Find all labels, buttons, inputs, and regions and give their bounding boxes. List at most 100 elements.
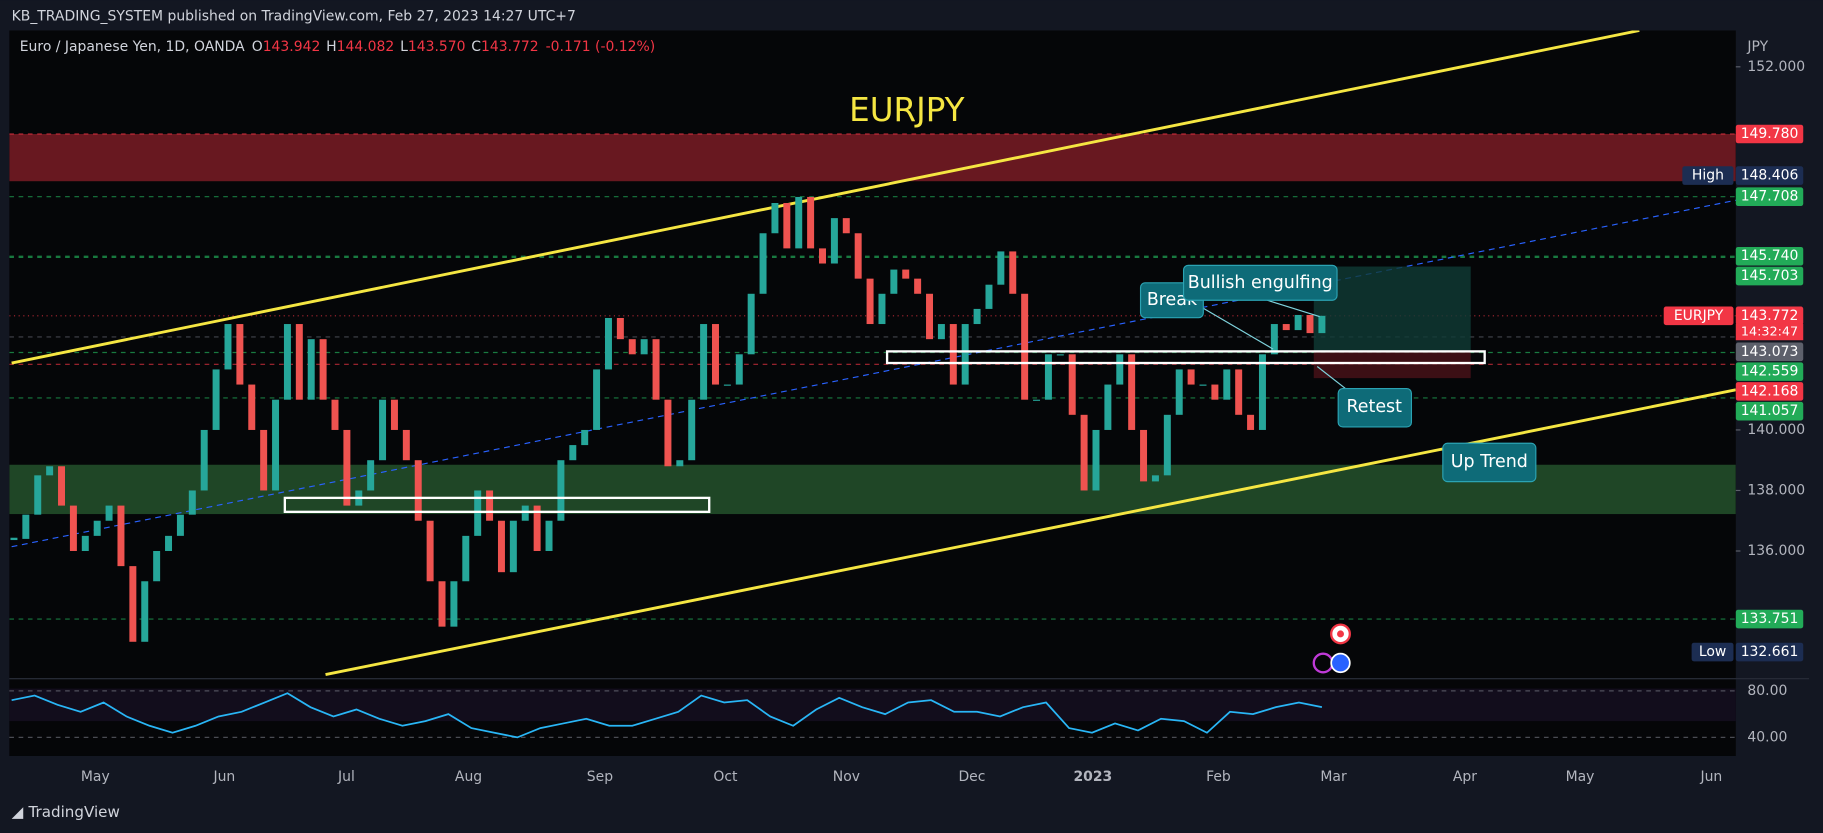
- time-label: Jun: [1699, 769, 1722, 785]
- rsi-line: [11, 692, 1323, 739]
- candle: [1187, 369, 1195, 385]
- candle: [224, 324, 232, 370]
- candle: [700, 324, 708, 400]
- candle: [973, 308, 981, 325]
- channel-mid: [11, 199, 1736, 548]
- event-icon: [1337, 630, 1344, 638]
- candle: [759, 233, 767, 294]
- time-label: Mar: [1320, 769, 1347, 785]
- candle: [1306, 314, 1314, 334]
- event-icon: [1330, 652, 1351, 674]
- candle: [937, 324, 945, 340]
- channel-lower: [325, 388, 1736, 677]
- candle: [283, 324, 291, 400]
- target-box: [1313, 266, 1471, 352]
- candle: [141, 581, 149, 642]
- candle: [593, 369, 601, 430]
- tag-name-box: [1691, 642, 1734, 662]
- price-tag-label: 148.406: [1741, 168, 1799, 184]
- countdown-box: [1735, 323, 1804, 341]
- candle: [902, 269, 910, 279]
- candle: [165, 535, 173, 551]
- candle: [723, 384, 731, 386]
- candle: [272, 399, 280, 491]
- candle: [295, 324, 303, 400]
- zone: [9, 133, 1736, 182]
- candle: [1140, 429, 1148, 482]
- callouts: Break Bullish engulfing Retest Up Trend: [1139, 264, 1537, 483]
- candle: [652, 339, 660, 400]
- legend-change: -0.171 (-0.12%): [546, 39, 656, 55]
- price-tag: [1735, 642, 1804, 662]
- candle: [319, 339, 327, 400]
- candle: [402, 429, 410, 461]
- candle: [307, 339, 315, 400]
- axis-unit: JPY: [1746, 39, 1768, 55]
- price-tag: [1735, 166, 1804, 185]
- candle: [961, 324, 969, 385]
- candle: [783, 202, 791, 249]
- candle: [771, 202, 779, 234]
- price-tag: [1735, 187, 1804, 207]
- publisher: KB_TRADING_SYSTEM published on TradingVi…: [12, 9, 576, 25]
- brand: TradingView: [28, 802, 120, 820]
- tag-name-box: [1663, 306, 1734, 326]
- candle: [735, 354, 743, 385]
- channel-upper: [11, 30, 1640, 365]
- callout-text: Bullish engulfing: [1188, 273, 1333, 293]
- candle: [1151, 475, 1159, 482]
- price-tag: [1735, 124, 1804, 144]
- price-tag: [1735, 342, 1804, 362]
- candle: [1044, 354, 1052, 400]
- price-tag-label: 143.073: [1741, 344, 1799, 360]
- price-tag-label: 147.708: [1741, 189, 1799, 205]
- candle: [129, 566, 137, 642]
- time-label: Jul: [337, 769, 355, 785]
- candle: [1258, 354, 1266, 430]
- candle: [1223, 369, 1231, 400]
- candle: [486, 490, 494, 521]
- price-tag: [1735, 382, 1804, 401]
- candle: [926, 293, 934, 340]
- candle: [1199, 384, 1207, 386]
- candle: [450, 581, 458, 627]
- candle: [509, 520, 517, 573]
- price-tick-label: 138.000: [1747, 482, 1805, 498]
- price-tag-label: 142.559: [1741, 364, 1799, 380]
- candle: [664, 399, 672, 467]
- candle: [557, 460, 565, 521]
- legend-symbol: Euro / Japanese Yen, 1D, OANDA: [20, 39, 245, 55]
- price-tag-label: 143.772: [1741, 308, 1799, 324]
- candle: [93, 520, 101, 536]
- rsi-band: [9, 688, 1736, 722]
- time-label: Nov: [833, 769, 860, 785]
- support-box: [283, 496, 711, 513]
- candle: [379, 399, 387, 461]
- candle: [1033, 399, 1041, 401]
- candle: [1235, 369, 1243, 415]
- candle: [438, 581, 446, 627]
- candle: [497, 520, 505, 573]
- price-tick-label: 140.000: [1747, 422, 1805, 438]
- candle: [842, 218, 850, 234]
- candle: [1116, 354, 1124, 385]
- time-label: Apr: [1453, 769, 1477, 785]
- legend-value: 143.942: [263, 39, 321, 55]
- candle: [616, 317, 624, 340]
- tag-name: EURJPY: [1674, 308, 1724, 324]
- time-label: May: [81, 769, 110, 785]
- candle: [414, 460, 422, 521]
- candle: [58, 466, 66, 506]
- candle: [890, 269, 898, 294]
- price-tag: [1735, 306, 1804, 326]
- callout-box: [1337, 388, 1413, 428]
- candle: [81, 535, 89, 551]
- time-label: May: [1566, 769, 1595, 785]
- candle: [807, 196, 815, 249]
- candle: [46, 466, 54, 476]
- candle: [153, 550, 161, 582]
- candle: [343, 429, 351, 506]
- legend-key: L: [400, 39, 408, 55]
- candle: [390, 399, 398, 430]
